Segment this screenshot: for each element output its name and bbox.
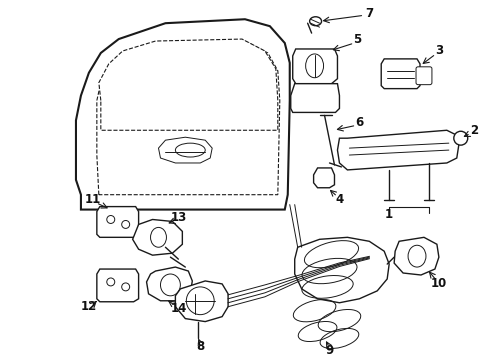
Text: 5: 5: [352, 32, 361, 46]
Polygon shape: [294, 237, 388, 303]
Polygon shape: [313, 168, 334, 188]
Polygon shape: [393, 237, 438, 275]
Text: 8: 8: [196, 340, 204, 353]
Text: 14: 14: [170, 302, 186, 315]
Text: 10: 10: [430, 278, 446, 291]
Polygon shape: [146, 267, 192, 301]
Polygon shape: [97, 207, 138, 237]
Ellipse shape: [309, 17, 321, 26]
Text: 6: 6: [354, 116, 363, 129]
Text: 1: 1: [385, 208, 392, 221]
Polygon shape: [132, 220, 182, 255]
Text: 4: 4: [335, 193, 343, 206]
Polygon shape: [290, 84, 339, 112]
Polygon shape: [337, 130, 458, 170]
Polygon shape: [99, 39, 277, 130]
Text: 12: 12: [81, 300, 97, 313]
Text: 2: 2: [468, 124, 477, 137]
Text: 11: 11: [84, 193, 101, 206]
Polygon shape: [97, 269, 138, 302]
Polygon shape: [175, 281, 227, 321]
Polygon shape: [158, 137, 212, 163]
Polygon shape: [292, 49, 337, 84]
Text: 13: 13: [170, 211, 186, 224]
FancyBboxPatch shape: [415, 67, 431, 85]
Polygon shape: [381, 59, 419, 89]
Text: 7: 7: [365, 7, 372, 20]
Ellipse shape: [453, 131, 467, 145]
Polygon shape: [76, 19, 289, 210]
Text: 9: 9: [325, 344, 333, 357]
Text: 3: 3: [434, 44, 442, 58]
